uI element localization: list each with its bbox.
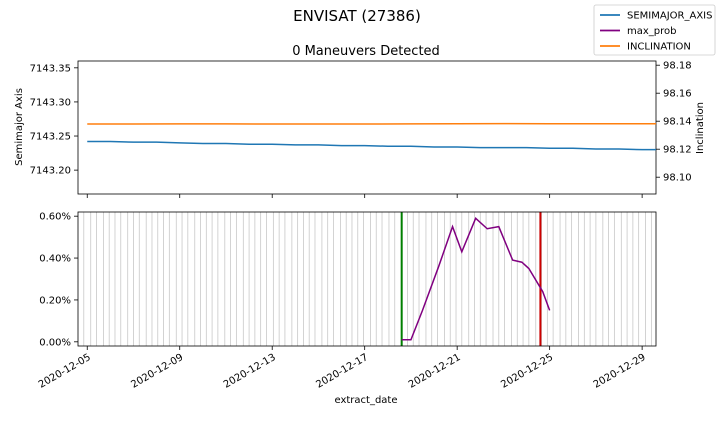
x-tick-label: 2020-12-25 bbox=[499, 352, 555, 391]
x-axis-label: extract_date bbox=[334, 395, 397, 406]
y2-tick-label: 98.12 bbox=[663, 145, 692, 156]
top-left-y-ticks: 7143.20 7143.25 7143.30 7143.35 bbox=[30, 63, 78, 177]
legend-label: max_prob bbox=[627, 26, 677, 37]
y-tick-label: 0.40% bbox=[39, 254, 71, 265]
legend-box bbox=[593, 4, 716, 56]
observation-lines bbox=[83, 212, 652, 346]
right-y-axis-label: Inclination bbox=[695, 102, 706, 154]
x-tick-label: 2020-12-13 bbox=[222, 352, 278, 391]
y2-tick-label: 98.10 bbox=[663, 173, 692, 184]
x-tick-label: 2020-12-21 bbox=[407, 352, 463, 391]
x-tick-label: 2020-12-29 bbox=[592, 352, 648, 391]
series-line-max-prob bbox=[401, 217, 551, 341]
y2-tick-label: 98.14 bbox=[663, 117, 692, 128]
y2-tick-label: 98.18 bbox=[663, 61, 692, 72]
bottom-y-ticks: 0.00% 0.20% 0.40% 0.60% bbox=[39, 212, 78, 348]
y-tick-label: 0.00% bbox=[39, 337, 71, 348]
legend-label: INCLINATION bbox=[627, 42, 691, 53]
y-tick-label: 7143.20 bbox=[30, 166, 71, 177]
left-y-axis-label: Semimajor Axis bbox=[14, 88, 25, 166]
top-x-ticks bbox=[86, 194, 643, 198]
subplot-title: 0 Maneuvers Detected bbox=[292, 44, 440, 59]
legend-label: SEMIMAJOR_AXIS bbox=[627, 11, 712, 22]
x-tick-label: 2020-12-09 bbox=[129, 352, 185, 391]
y-tick-label: 7143.25 bbox=[30, 132, 71, 143]
y-tick-label: 0.20% bbox=[39, 295, 71, 306]
y-tick-label: 7143.35 bbox=[30, 63, 71, 74]
bottom-x-ticks: 2020-12-05 2020-12-09 2020-12-13 2020-12-17… bbox=[37, 346, 648, 391]
legend: SEMIMAJOR_AXIS max_prob INCLINATION bbox=[593, 4, 716, 56]
top-plot-frame bbox=[77, 60, 657, 195]
bottom-plot-frame bbox=[77, 211, 657, 347]
y-tick-label: 0.60% bbox=[39, 212, 71, 223]
y-tick-label: 7143.30 bbox=[30, 97, 71, 108]
y2-tick-label: 98.16 bbox=[663, 89, 692, 100]
series-line-semimajor-axis bbox=[87, 140, 656, 151]
bottom-series bbox=[401, 217, 551, 341]
top-right-y-ticks: 98.10 98.12 98.14 98.16 98.18 bbox=[656, 61, 692, 184]
figure-title: ENVISAT (27386) bbox=[293, 7, 421, 25]
bottom-axes: 0.00%0.20%0.40%0.60% 2020-12-05 2020-12-0… bbox=[37, 211, 657, 406]
event-lines bbox=[400, 212, 542, 346]
x-tick-label: 2020-12-05 bbox=[37, 352, 93, 391]
x-tick-label: 2020-12-17 bbox=[314, 352, 370, 391]
top-series bbox=[87, 122, 656, 151]
